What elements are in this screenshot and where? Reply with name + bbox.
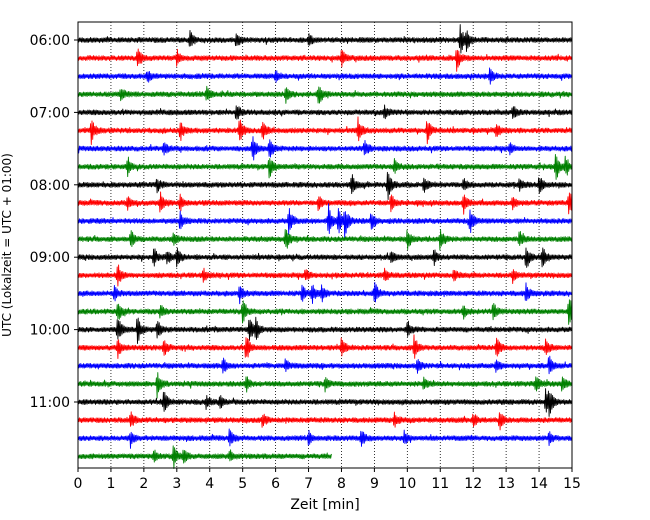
trace-row-15 bbox=[77, 299, 572, 325]
x-tick-label: 2 bbox=[139, 476, 148, 492]
x-tick-label: 1 bbox=[106, 476, 115, 492]
y-tick-label: 09:00 bbox=[30, 250, 70, 266]
x-tick-label: 15 bbox=[563, 476, 581, 492]
y-tick-label: 06:00 bbox=[30, 33, 70, 49]
trace-row-7 bbox=[77, 154, 572, 180]
trace-row-20 bbox=[77, 388, 572, 417]
trace-row-23 bbox=[77, 445, 332, 469]
trace-row-6 bbox=[77, 136, 572, 161]
x-tick-label: 14 bbox=[530, 476, 548, 492]
trace-row-9 bbox=[77, 191, 572, 215]
x-tick-label: 0 bbox=[74, 476, 83, 492]
x-tick-label: 13 bbox=[497, 476, 515, 492]
x-tick-label: 7 bbox=[304, 476, 313, 492]
y-tick-label: 10:00 bbox=[30, 323, 70, 339]
trace-row-22 bbox=[77, 428, 572, 449]
trace-row-10 bbox=[77, 203, 572, 240]
x-axis-ticks: 0 1 2 3 4 5 6 7 8 9 10 11 12 13 14 15 bbox=[74, 468, 581, 492]
x-tick-label: 5 bbox=[238, 476, 247, 492]
x-tick-label: 12 bbox=[464, 476, 482, 492]
x-tick-label: 11 bbox=[431, 476, 449, 492]
x-axis-label: Zeit [min] bbox=[290, 497, 359, 513]
x-tick-label: 10 bbox=[398, 476, 416, 492]
y-tick-label: 08:00 bbox=[30, 178, 70, 194]
trace-row-0 bbox=[77, 24, 572, 54]
y-tick-label: 07:00 bbox=[30, 105, 70, 121]
trace-row-5 bbox=[77, 116, 572, 145]
trace-row-18 bbox=[77, 355, 572, 375]
plot-frame bbox=[77, 21, 573, 469]
trace-row-21 bbox=[77, 411, 572, 431]
trace-row-3 bbox=[77, 85, 572, 104]
trace-row-11 bbox=[77, 229, 572, 251]
x-tick-label: 3 bbox=[172, 476, 181, 492]
trace-row-16 bbox=[77, 316, 572, 344]
trace-row-13 bbox=[77, 264, 572, 287]
trace-row-2 bbox=[77, 67, 572, 85]
trace-row-17 bbox=[77, 334, 572, 359]
x-tick-label: 9 bbox=[370, 476, 379, 492]
trace-row-14 bbox=[77, 281, 572, 305]
x-tick-label: 4 bbox=[205, 476, 214, 492]
x-tick-label: 6 bbox=[271, 476, 280, 492]
y-axis-ticks: 06:00 07:00 08:00 09:00 10:00 11:00 bbox=[30, 33, 78, 411]
trace-row-4 bbox=[77, 104, 572, 120]
y-tick-label: 11:00 bbox=[30, 395, 70, 411]
trace-row-1 bbox=[77, 48, 572, 72]
seismic-traces bbox=[77, 24, 572, 469]
trace-row-8 bbox=[77, 171, 572, 200]
trace-row-12 bbox=[77, 247, 572, 268]
y-axis-label: UTC (Lokalzeit = UTC + 01:00) bbox=[0, 153, 14, 337]
x-tick-label: 8 bbox=[337, 476, 346, 492]
trace-row-19 bbox=[77, 372, 572, 399]
